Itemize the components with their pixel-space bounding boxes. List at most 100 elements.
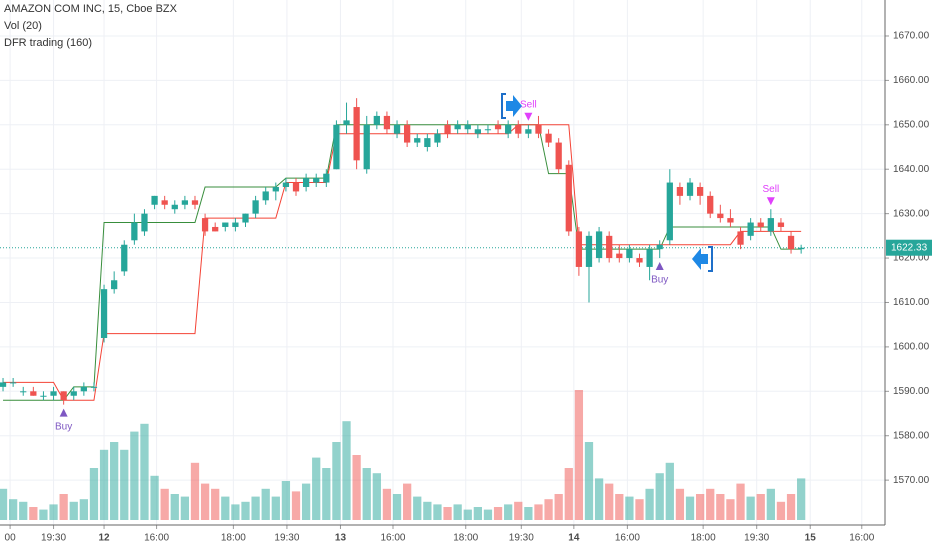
candle-body: [313, 178, 320, 183]
volume-bar: [776, 501, 786, 520]
candle-body: [161, 200, 168, 205]
volume-bar: [332, 442, 341, 520]
candle-body: [626, 249, 633, 259]
x-tick-label: 16:00: [144, 533, 169, 544]
candle-body: [111, 280, 118, 290]
candle-body: [262, 191, 269, 201]
buy-label: Buy: [55, 421, 72, 432]
candle-body: [646, 249, 653, 267]
candle-body: [393, 124, 401, 134]
x-tick-label: 18:00: [221, 533, 246, 544]
volume-bar: [615, 494, 624, 520]
volume-bar: [39, 509, 48, 520]
candle-body: [50, 391, 57, 396]
candle-body: [121, 244, 128, 272]
y-tick-label: 1610.00: [893, 297, 930, 308]
y-tick-label: 1670.00: [893, 31, 930, 42]
volume-bar: [160, 488, 169, 520]
candle-body: [676, 186, 684, 196]
volume-bar: [413, 496, 422, 520]
buy-marker: [655, 262, 664, 271]
candle-body: [414, 138, 421, 143]
candle-body: [30, 391, 37, 396]
candle-body: [343, 120, 350, 125]
candle-body: [363, 124, 370, 170]
volume-bar: [200, 483, 210, 520]
candle-body: [151, 195, 158, 205]
volume-bar: [746, 496, 755, 520]
candle-body: [60, 391, 67, 401]
x-tick-label: 16:00: [849, 533, 874, 544]
volume-bar: [564, 468, 573, 520]
candle-body: [535, 124, 542, 134]
volume-bar: [352, 455, 361, 520]
y-tick-label: 1630.00: [893, 208, 930, 219]
volume-bar: [392, 494, 402, 520]
candle-body: [232, 222, 239, 227]
x-tick-label: 14: [568, 533, 580, 544]
arrow-icon: [501, 93, 522, 119]
sell-marker: [766, 197, 775, 206]
y-tick-label: 1640.00: [893, 164, 930, 175]
sell-marker: [524, 112, 533, 121]
candle-body: [474, 129, 481, 134]
volume-bar: [514, 501, 523, 520]
volume-bar: [180, 496, 190, 520]
volume-bar: [0, 488, 8, 520]
y-tick-label: 1660.00: [893, 75, 930, 86]
x-tick-label: 19:30: [744, 533, 769, 544]
candle-body: [212, 226, 219, 232]
volume-bar: [635, 499, 644, 520]
candle-body: [636, 258, 643, 263]
volume-bar: [554, 494, 563, 520]
volume-bar: [342, 421, 351, 520]
volume-bar: [443, 507, 452, 520]
volume-bar: [170, 494, 179, 520]
volume-bar: [261, 488, 270, 520]
volume-bar: [574, 390, 584, 520]
volume-bar: [625, 496, 634, 520]
volume-bar: [221, 496, 230, 520]
volume-bar: [766, 488, 775, 520]
buy-label: Buy: [651, 275, 668, 286]
volume-bar: [231, 504, 240, 520]
volume-bar: [483, 509, 493, 520]
candle-body: [323, 173, 330, 183]
y-tick-label: 1620.00: [893, 253, 930, 264]
volume-bar: [211, 488, 220, 520]
candle-body: [404, 124, 411, 143]
volume-bar: [675, 488, 685, 520]
volume-bar: [281, 481, 291, 520]
candle-body: [383, 115, 391, 130]
candle-body: [454, 124, 461, 130]
y-tick-label: 1650.00: [893, 119, 930, 130]
volume-bar: [362, 468, 371, 520]
candle-body: [777, 222, 785, 227]
candle-body: [434, 133, 441, 143]
candle-body: [798, 247, 805, 250]
candle-body: [333, 124, 340, 170]
candle-body: [424, 138, 431, 148]
x-tick-label: 19:30: [41, 533, 66, 544]
volume-bar: [29, 507, 38, 520]
candle-body: [575, 231, 583, 267]
candle-body: [0, 382, 7, 387]
candle-body: [141, 213, 148, 232]
x-tick-label: 18:00: [453, 533, 478, 544]
volume-bar: [473, 507, 482, 520]
volume-bar: [695, 494, 705, 520]
candle-body: [222, 222, 229, 227]
volume-bar: [685, 496, 695, 520]
candle-body: [242, 213, 249, 223]
candle-body: [302, 178, 310, 187]
volume-bar: [190, 462, 200, 520]
candle-body: [666, 182, 673, 241]
candle-body: [606, 235, 613, 259]
buy-marker: [59, 408, 68, 417]
x-tick-label: 19:30: [274, 533, 299, 544]
volume-bar: [9, 499, 18, 520]
y-tick-label: 1600.00: [893, 342, 930, 353]
candle-body: [100, 289, 108, 339]
arrow-shape: [692, 248, 708, 270]
candle-body: [616, 253, 623, 259]
